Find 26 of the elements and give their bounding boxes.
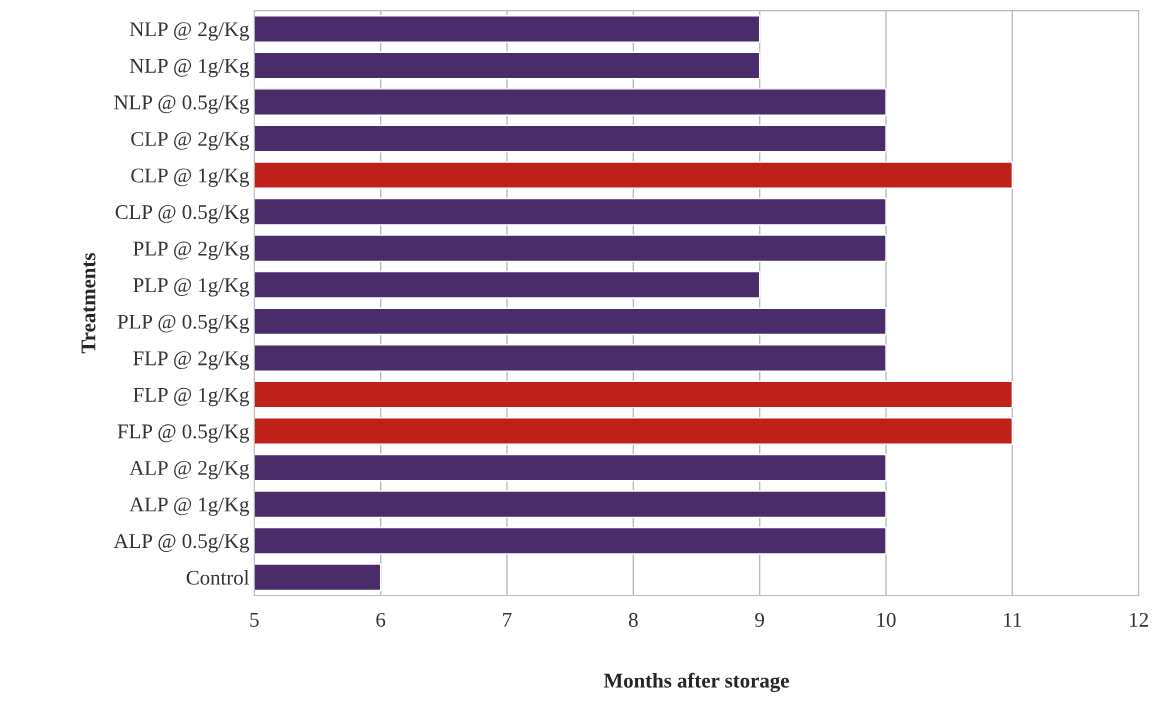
x-tick-label: 10: [877, 612, 896, 627]
x-tick-label: 12: [1130, 612, 1148, 627]
x-tick-label: 8: [628, 612, 638, 627]
y-tick-label: CLP @ 1g/Kg: [131, 168, 250, 187]
y-tick-label: FLP @ 1g/Kg: [133, 387, 250, 407]
y-tick-label: PLP @ 1g/Kg: [133, 278, 250, 297]
y-tick-label: NLP @ 1g/Kg: [129, 58, 250, 78]
y-tick-label: ALP @ 0.5g/Kg: [113, 534, 250, 553]
x-tick-label: 6: [376, 612, 386, 627]
y-tick-label: NLP @ 0.5g/Kg: [114, 95, 250, 114]
x-tick-label: 7: [503, 613, 512, 627]
y-tick-label: ALP @ 1g/Kg: [129, 497, 250, 516]
y-tick-label: PLP @ 0.5g/Kg: [117, 314, 250, 334]
x-tick-label: 11: [1004, 612, 1022, 627]
y-tick-label: Control: [186, 570, 250, 585]
y-tick-label: PLP @ 2g/Kg: [133, 241, 250, 260]
x-tick-label: 9: [755, 612, 765, 627]
y-tick-label: ALP @ 2g/Kg: [129, 460, 250, 480]
y-tick-label: FLP @ 2g/Kg: [133, 351, 250, 370]
y-tick-label: CLP @ 2g/Kg: [131, 131, 250, 151]
y-tick-label: NLP @ 2g/Kg: [129, 22, 250, 41]
x-tick-label: 5: [250, 613, 259, 627]
y-tick-label: CLP @ 0.5g/Kg: [115, 205, 250, 224]
x-axis-title: Months after storage: [603, 672, 789, 693]
y-tick-label: FLP @ 0.5g/Kg: [117, 424, 250, 443]
y-axis-title: Treatments: [81, 253, 96, 354]
